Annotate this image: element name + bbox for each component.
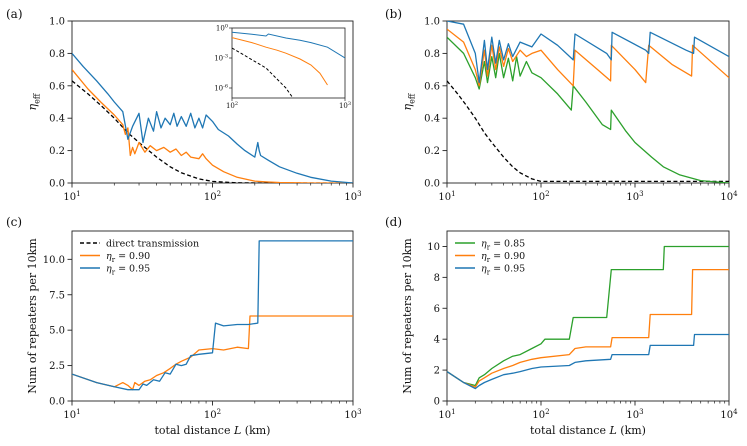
series-line-eta-r-090 (447, 28, 729, 87)
series-line-eta-r-095 (72, 240, 353, 391)
series-line-eta-r-095 (447, 333, 729, 390)
panel-a: (a) 101​ 102​ 103​ 0.0 0.2 0.4 0.6 0.8 1.0 ηeff​ 10… (6, 7, 362, 203)
plot-frame (446, 230, 730, 402)
inset: 102​ 103​ 100​ 10-3​ 10-6​ (214, 24, 351, 110)
panel-c: (c) 101​ 102​ 103​ 0.0 2.5 5.0 7.5 10.0 total dis… (6, 215, 362, 437)
x-tick-label: 102​ (532, 408, 549, 421)
x-tick-label: 101​ (438, 190, 455, 203)
x-axis-label: total distance L (km) (530, 424, 646, 437)
inset-y-tick-label: 10-6​ (214, 84, 228, 93)
x-tick-label: 101​ (63, 408, 80, 421)
y-tick-label: 0.8 (424, 49, 440, 60)
x-tick-label: 103​ (344, 190, 361, 203)
x-tick-label: 103​ (626, 190, 643, 203)
legend-label-eta-r-095: ηr​ = 0.95 (481, 264, 525, 277)
x-tick-label: 102​ (204, 190, 221, 203)
inset-x-tick-label: 102​ (226, 101, 238, 110)
y-tick-label: 0.2 (424, 146, 440, 157)
x-tick-label: 101​ (438, 408, 455, 421)
legend-label-eta-r-090: ηr​ = 0.90 (481, 251, 525, 264)
y-tick-label: 0.4 (49, 114, 65, 125)
x-tick-label: 103​ (626, 408, 643, 421)
legend-label-eta-r-085: ηr​ = 0.85 (481, 239, 525, 252)
inset-series-eta-r-090 (232, 37, 328, 86)
y-tick-label: 6 (434, 304, 440, 315)
x-tick-label: 101​ (63, 190, 80, 203)
inset-y-tick-label: 100​ (216, 24, 228, 33)
y-tick-label: 4 (434, 335, 440, 346)
inset-y-tick-label: 10-3​ (214, 54, 228, 63)
x-axis-label: total distance L (km) (155, 424, 271, 437)
series-line-direct-transmission (72, 80, 353, 183)
panel-tag: (a) (6, 7, 23, 21)
legend-label-eta-r-095: ηr​ = 0.95 (106, 264, 150, 277)
panel-tag: (c) (6, 215, 22, 229)
y-tick-label: 2 (434, 366, 440, 377)
legend-label-eta-r-090: ηr​ = 0.90 (106, 251, 150, 264)
series-line-eta-r-095 (447, 21, 729, 84)
y-tick-label: 1.0 (424, 17, 440, 28)
y-axis-label: Num of repeaters per 10km (26, 238, 39, 394)
y-tick-label: 0.0 (424, 179, 440, 190)
y-tick-label: 0.0 (49, 397, 65, 408)
y-tick-label: 0.6 (49, 81, 65, 92)
series-line-eta-r-090 (72, 315, 353, 391)
x-tick-label: 103​ (344, 408, 361, 421)
y-tick-label: 0.2 (49, 146, 65, 157)
x-tick-label: 104​ (720, 190, 738, 203)
y-tick-label: 10 (427, 242, 440, 253)
y-tick-label: 1.0 (49, 17, 65, 28)
panel-b: (b) 101​ 102​ 103​ 104​ 0.0 0.2 0.4 0.6 0.8 1.0 ηef… (385, 7, 738, 203)
series-line-eta-r-095 (72, 52, 353, 183)
y-tick-label: 0.0 (49, 179, 65, 190)
x-tick-label: 104​ (720, 408, 738, 421)
inset-x-tick-label: 103​ (339, 101, 351, 110)
y-tick-label: 5.0 (49, 326, 65, 337)
legend-label-direct-transmission: direct transmission (106, 239, 199, 250)
x-tick-label: 102​ (532, 190, 549, 203)
y-tick-label: 0.6 (424, 81, 440, 92)
panel-tag: (b) (385, 7, 402, 21)
y-tick-label: 0.4 (424, 114, 440, 125)
panel-tag: (d) (385, 215, 402, 229)
y-tick-label: 0.8 (49, 49, 65, 60)
y-tick-label: 8 (434, 273, 440, 284)
x-tick-label: 102​ (204, 408, 221, 421)
panel-d: (d) 101​ 102​ 103​ 104​ 0 2 4 6 8 10 total distance… (385, 215, 738, 437)
inset-frame (231, 27, 346, 99)
inset-series-eta-r-095 (232, 31, 345, 59)
y-tick-label: 10.0 (43, 255, 65, 266)
y-tick-label: 0 (434, 397, 440, 408)
y-axis-label: ηeff​ (401, 92, 416, 110)
y-axis-label: Num of repeaters per 10km (401, 238, 414, 394)
series-line-eta-r-090 (447, 268, 729, 388)
y-tick-label: 7.5 (49, 290, 65, 301)
y-axis-label: ηeff​ (26, 92, 41, 110)
series-line-eta-r-085 (447, 245, 729, 387)
y-tick-label: 2.5 (49, 361, 65, 372)
plot-frame (446, 20, 730, 184)
series-line-eta-r-085 (447, 36, 729, 183)
series-line-direct-transmission (447, 80, 729, 183)
